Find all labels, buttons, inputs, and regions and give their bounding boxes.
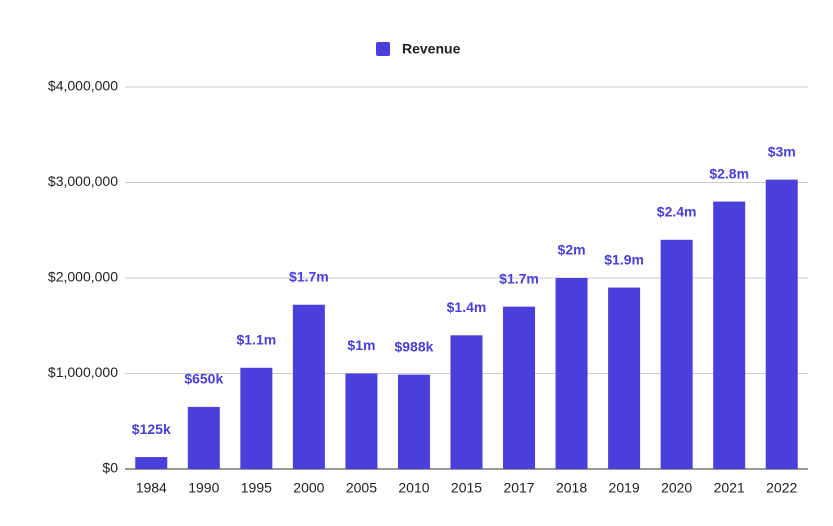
value-label: $2m: [558, 242, 586, 258]
bar: [555, 278, 588, 469]
bar: [660, 239, 693, 469]
bar: [292, 304, 325, 469]
x-tick-label: 1990: [188, 480, 219, 496]
x-tick-label: 2010: [398, 480, 429, 496]
bar: [240, 367, 273, 469]
value-label: $988k: [394, 338, 433, 354]
bar: [135, 457, 168, 469]
legend-swatch: [376, 42, 390, 56]
x-tick-label: 2017: [503, 480, 534, 496]
y-tick-label: $3,000,000: [48, 173, 118, 189]
value-label: $1m: [347, 337, 375, 353]
y-tick-label: $4,000,000: [48, 78, 118, 94]
value-label: $3m: [768, 143, 796, 159]
legend-label: Revenue: [402, 41, 461, 57]
bar: [187, 406, 220, 469]
value-label: $1.7m: [499, 270, 539, 286]
bar: [397, 374, 430, 469]
value-label: $1.7m: [289, 268, 329, 284]
bar: [713, 201, 746, 469]
value-label: $2.8m: [709, 165, 749, 181]
bar: [450, 335, 483, 469]
y-tick-label: $0: [102, 460, 118, 476]
x-tick-label: 2018: [556, 480, 587, 496]
value-label: $650k: [184, 371, 223, 387]
value-label: $1.1m: [236, 331, 276, 347]
value-label: $125k: [132, 421, 171, 437]
x-tick-label: 2021: [714, 480, 745, 496]
bar: [503, 306, 536, 469]
y-tick-label: $1,000,000: [48, 364, 118, 380]
value-label: $2.4m: [657, 204, 697, 220]
x-tick-label: 2019: [609, 480, 640, 496]
bar: [608, 287, 641, 469]
y-tick-label: $2,000,000: [48, 269, 118, 285]
x-tick-label: 2000: [293, 480, 324, 496]
bar: [765, 179, 798, 469]
value-label: $1.4m: [447, 299, 487, 315]
x-tick-label: 2022: [766, 480, 797, 496]
x-tick-label: 1984: [136, 480, 167, 496]
x-tick-label: 2015: [451, 480, 482, 496]
x-tick-label: 2020: [661, 480, 692, 496]
x-tick-label: 2005: [346, 480, 377, 496]
value-label: $1.9m: [604, 251, 644, 267]
x-tick-label: 1995: [241, 480, 272, 496]
bar: [345, 373, 378, 469]
